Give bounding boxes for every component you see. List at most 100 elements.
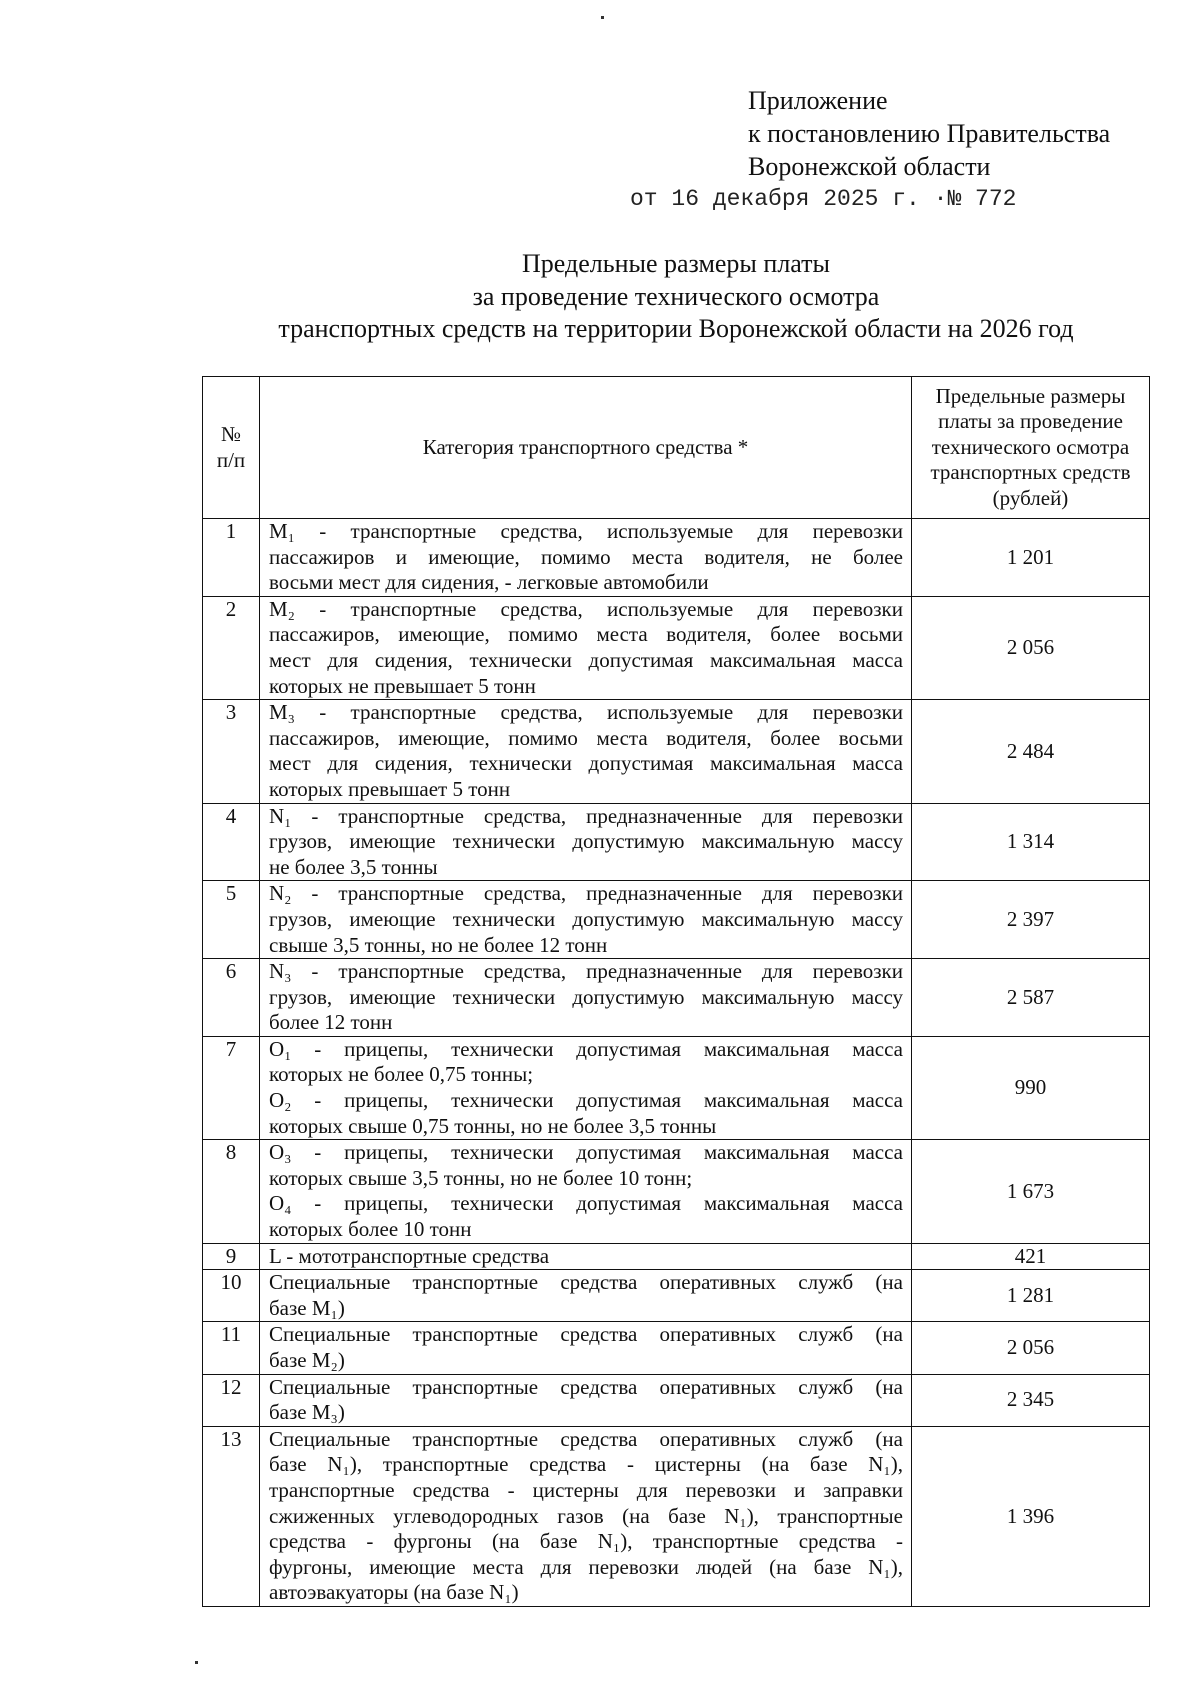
- category-text-line: свыше 3,5 тонны, но не более 12 тонн: [269, 932, 608, 957]
- table-row: 12 Специальные транспортные средства опер…: [202, 1373, 1150, 1427]
- category-text-line: M₁ - транспортные средства, используемые…: [269, 519, 903, 543]
- category-text-line: N₂ - транспортные средства, предназначен…: [269, 881, 903, 906]
- table-row: 8 O₃ - прицепы, технически допустимая мак…: [202, 1139, 1150, 1244]
- category-text-line: которых превышает 5 тонн: [269, 776, 511, 801]
- max-fee-value: 2 484: [911, 699, 1150, 804]
- vehicle-category: Специальные транспортные средства операт…: [259, 1269, 912, 1323]
- row-number: 12: [202, 1373, 260, 1427]
- table-row: 5 N₂ - транспортные средства, предназначе…: [202, 880, 1150, 960]
- category-text-line: O₂ - прицепы, технически допустимая макс…: [269, 1088, 903, 1113]
- category-text-line: пассажиров, имеющие, помимо места водите…: [269, 725, 903, 750]
- category-text-line: базе M₂): [269, 1348, 345, 1372]
- category-text-line: M₂ - транспортные средства, используемые…: [269, 596, 903, 621]
- row-number: 9: [202, 1242, 260, 1271]
- category-text-line: грузов, имеющие технически допустимую ма…: [269, 906, 903, 931]
- row-number: 10: [202, 1269, 260, 1323]
- fee-table: № п/п Категория транспортного средства *…: [202, 376, 1150, 1607]
- category-text-line: более 12 тонн: [269, 1010, 393, 1035]
- appendix-header: Приложение к постановлению Правительства…: [748, 84, 1110, 183]
- category-text-line: сжиженных углеводородных газов (на базе …: [269, 1503, 903, 1528]
- category-text-line: средства - фургоны (на базе N₁), транспо…: [269, 1529, 903, 1554]
- vehicle-category: M₁ - транспортные средства, используемые…: [259, 518, 912, 597]
- max-fee-value: 1 201: [911, 518, 1150, 597]
- table-row: 3 M₃ - транспортные средства, используемы…: [202, 699, 1150, 804]
- header-price-line: (рублей): [992, 485, 1069, 510]
- category-text-line: не более 3,5 тонны: [269, 854, 438, 879]
- category-text-line: автоэвакуаторы (на базе N₁): [269, 1580, 519, 1605]
- category-text-line: Специальные транспортные средства операт…: [269, 1426, 903, 1451]
- vehicle-category: M₂ - транспортные средства, используемые…: [259, 595, 912, 701]
- row-number: 2: [202, 595, 260, 701]
- header-price-line: платы за проведение: [938, 409, 1123, 434]
- category-text-line: базе N₁), транспортные средства - цистер…: [269, 1452, 903, 1477]
- vehicle-category: O₃ - прицепы, технически допустимая макс…: [259, 1139, 912, 1244]
- vehicle-category: Специальные транспортные средства операт…: [259, 1321, 912, 1375]
- category-text-line: мест для сидения, технически допустимая …: [269, 751, 903, 776]
- max-fee-value: 990: [911, 1035, 1150, 1141]
- header-num-line: п/п: [216, 447, 246, 472]
- vehicle-category: Специальные транспортные средства операт…: [259, 1425, 912, 1607]
- vehicle-category: N₂ - транспортные средства, предназначен…: [259, 880, 912, 960]
- table-header-row: № п/п Категория транспортного средства *…: [202, 376, 1150, 519]
- row-number: 7: [202, 1035, 260, 1141]
- header-num-line: №: [220, 421, 242, 446]
- title-line: Предельные размеры платы: [522, 249, 830, 278]
- table-row: 1 M₁ - транспортные средства, используемы…: [202, 518, 1150, 597]
- category-text-line: которых свыше 0,75 тонны, но не более 3,…: [269, 1113, 717, 1138]
- table-row: 13 Специальные транспортные средства опер…: [202, 1425, 1150, 1607]
- appendix-line: Приложение: [748, 86, 888, 115]
- max-fee-value: 2 345: [911, 1373, 1150, 1427]
- category-text-line: O₃ - прицепы, технически допустимая макс…: [269, 1140, 903, 1165]
- vehicle-category: N₃ - транспортные средства, предназначен…: [259, 958, 912, 1037]
- max-fee-value: 421: [911, 1242, 1150, 1271]
- document-title: Предельные размеры платы за проведение т…: [150, 248, 1200, 346]
- category-text-line: L - мототранспортные средства: [269, 1243, 550, 1268]
- vehicle-category: N₁ - транспортные средства, предназначен…: [259, 802, 912, 882]
- table-row: 4 N₁ - транспортные средства, предназначе…: [202, 802, 1150, 882]
- category-text-line: Специальные транспортные средства операт…: [269, 1322, 903, 1347]
- category-text-line: грузов, имеющие технически допустимую ма…: [269, 829, 903, 854]
- category-text-line: восьми мест для сидения, - легковые авто…: [269, 570, 709, 595]
- appendix-line: к постановлению Правительства: [748, 119, 1111, 148]
- table-row: 7 O₁ - прицепы, технически допустимая мак…: [202, 1035, 1150, 1141]
- row-number: 5: [202, 880, 260, 960]
- header-price-line: Предельные размеры: [935, 383, 1126, 408]
- header-price-line: технического осмотра: [931, 434, 1130, 459]
- resolution-date-number: от 16 декабря 2025 г. ·№ 772: [630, 186, 1017, 212]
- title-line: транспортных средств на территории Ворон…: [278, 314, 1074, 343]
- category-text-line: O₁ - прицепы, технически допустимая макс…: [269, 1036, 903, 1061]
- table-row: 6 N₃ - транспортные средства, предназначе…: [202, 958, 1150, 1037]
- max-fee-value: 2 397: [911, 880, 1150, 960]
- title-line: за проведение технического осмотра: [472, 281, 880, 311]
- category-text-line: фургоны, имеющие места для перевозки люд…: [269, 1554, 903, 1579]
- vehicle-category: L - мототранспортные средства: [259, 1242, 912, 1271]
- header-price: Предельные размеры платы за проведение т…: [911, 376, 1150, 519]
- row-number: 3: [202, 699, 260, 804]
- row-number: 8: [202, 1139, 260, 1244]
- category-text-line: грузов, имеющие технически допустимую ма…: [269, 984, 903, 1009]
- max-fee-value: 2 056: [911, 595, 1150, 701]
- header-price-line: транспортных средств: [930, 460, 1131, 485]
- category-text-line: N₃ - транспортные средства, предназначен…: [269, 959, 903, 984]
- max-fee-value: 1 396: [911, 1425, 1150, 1607]
- category-text-line: транспортные средства - цистерны для пер…: [269, 1477, 903, 1502]
- category-text-line: M₃ - транспортные средства, используемые…: [269, 700, 903, 725]
- category-text-line: пассажиров, имеющие, помимо места водите…: [269, 622, 903, 647]
- scan-speck: [601, 16, 604, 19]
- category-text-line: N₁ - транспортные средства, предназначен…: [269, 803, 903, 828]
- category-text-line: пассажиров и имеющие, помимо места водит…: [269, 544, 903, 569]
- scan-speck: [195, 1661, 198, 1664]
- category-text-line: мест для сидения, технически допустимая …: [269, 647, 903, 672]
- row-number: 11: [202, 1321, 260, 1375]
- category-text-line: базе M₁): [269, 1295, 345, 1320]
- category-text-line: которых более 10 тонн: [269, 1217, 472, 1242]
- max-fee-value: 1 281: [911, 1269, 1150, 1323]
- appendix-line: Воронежской области: [748, 152, 991, 181]
- category-text-line: базе M₃): [269, 1400, 345, 1425]
- max-fee-value: 2 056: [911, 1321, 1150, 1375]
- vehicle-category: O₁ - прицепы, технически допустимая макс…: [259, 1035, 912, 1141]
- table-row: 11 Специальные транспортные средства опер…: [202, 1321, 1150, 1375]
- category-text-line: которых не превышает 5 тонн: [269, 673, 536, 698]
- max-fee-value: 1 673: [911, 1139, 1150, 1244]
- table-row: 10 Специальные транспортные средства опер…: [202, 1269, 1150, 1323]
